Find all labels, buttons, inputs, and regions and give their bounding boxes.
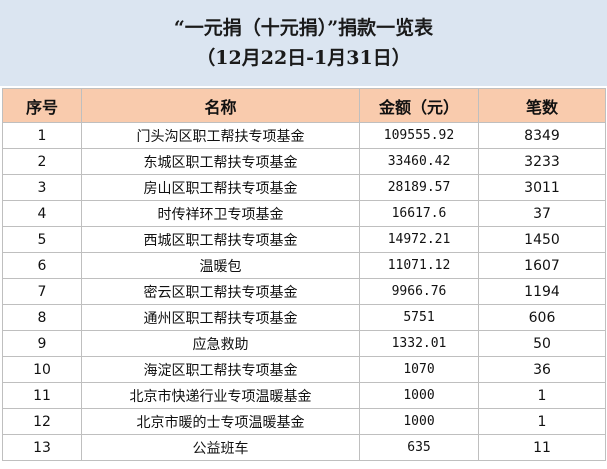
cell-name: 公益班车 (81, 434, 360, 461)
table-row: 9 应急救助 1332.01 50 (2, 330, 606, 357)
cell-count: 3233 (478, 148, 606, 175)
cell-name: 海淀区职工帮扶专项基金 (81, 356, 360, 383)
cell-index: 5 (2, 226, 82, 253)
table-row: 6 温暖包 11071.12 1607 (2, 252, 606, 279)
cell-index: 2 (2, 148, 82, 175)
cell-name: 北京市暖的士专项温暖基金 (81, 408, 360, 435)
cell-count: 1450 (478, 226, 606, 253)
cell-count: 1 (478, 382, 606, 409)
cell-name: 时传祥环卫专项基金 (81, 200, 360, 227)
cell-amount: 635 (359, 434, 479, 461)
table-row: 3 房山区职工帮扶专项基金 28189.57 3011 (2, 174, 606, 201)
cell-index: 3 (2, 174, 82, 201)
cell-amount: 16617.6 (359, 200, 479, 227)
table-row: 8 通州区职工帮扶专项基金 5751 606 (2, 304, 606, 331)
cell-name: 密云区职工帮扶专项基金 (81, 278, 360, 305)
header-amount[interactable]: 金额（元） (359, 88, 479, 123)
cell-count: 11 (478, 434, 606, 461)
cell-count: 37 (478, 200, 606, 227)
cell-name: 门头沟区职工帮扶专项基金 (81, 122, 360, 149)
cell-amount: 109555.92 (359, 122, 479, 149)
header-name[interactable]: 名称 (81, 88, 360, 123)
table-row: 13 公益班车 635 11 (2, 434, 606, 461)
header-index[interactable]: 序号 (2, 88, 82, 123)
table-row: 12 北京市暖的士专项温暖基金 1000 1 (2, 408, 606, 435)
cell-amount: 14972.21 (359, 226, 479, 253)
table-row: 10 海淀区职工帮扶专项基金 1070 36 (2, 356, 606, 383)
cell-count: 8349 (478, 122, 606, 149)
header-count[interactable]: 笔数 (478, 88, 606, 123)
cell-index: 13 (2, 434, 82, 461)
cell-amount: 1000 (359, 408, 479, 435)
cell-count: 1 (478, 408, 606, 435)
date-range-subtitle: （12月22日-1月31日） (196, 47, 411, 69)
header-row: 序号 名称 金额（元） 笔数 (2, 88, 606, 123)
cell-name: 温暖包 (81, 252, 360, 279)
title-banner: “一元捐（十元捐）”捐款一览表 （12月22日-1月31日） (0, 0, 607, 87)
cell-count: 36 (478, 356, 606, 383)
page-title: “一元捐（十元捐）”捐款一览表 (173, 17, 434, 39)
cell-name: 东城区职工帮扶专项基金 (81, 148, 360, 175)
cell-index: 8 (2, 304, 82, 331)
cell-count: 3011 (478, 174, 606, 201)
cell-amount: 1332.01 (359, 330, 479, 357)
cell-index: 7 (2, 278, 82, 305)
cell-amount: 1000 (359, 382, 479, 409)
table-row: 11 北京市快递行业专项温暖基金 1000 1 (2, 382, 606, 409)
table-row: 2 东城区职工帮扶专项基金 33460.42 3233 (2, 148, 606, 175)
cell-index: 9 (2, 330, 82, 357)
table-row: 4 时传祥环卫专项基金 16617.6 37 (2, 200, 606, 227)
cell-amount: 28189.57 (359, 174, 479, 201)
cell-amount: 11071.12 (359, 252, 479, 279)
cell-index: 1 (2, 122, 82, 149)
cell-index: 4 (2, 200, 82, 227)
cell-amount: 1070 (359, 356, 479, 383)
table-row: 5 西城区职工帮扶专项基金 14972.21 1450 (2, 226, 606, 253)
table-row: 1 门头沟区职工帮扶专项基金 109555.92 8349 (2, 122, 606, 149)
cell-index: 6 (2, 252, 82, 279)
cell-name: 通州区职工帮扶专项基金 (81, 304, 360, 331)
cell-count: 50 (478, 330, 606, 357)
cell-index: 11 (2, 382, 82, 409)
cell-count: 1607 (478, 252, 606, 279)
donation-table: 序号 名称 金额（元） 笔数 1 门头沟区职工帮扶专项基金 109555.92 … (2, 88, 606, 461)
cell-amount: 33460.42 (359, 148, 479, 175)
cell-name: 房山区职工帮扶专项基金 (81, 174, 360, 201)
cell-name: 西城区职工帮扶专项基金 (81, 226, 360, 253)
cell-index: 12 (2, 408, 82, 435)
cell-amount: 5751 (359, 304, 479, 331)
cell-index: 10 (2, 356, 82, 383)
table-row: 7 密云区职工帮扶专项基金 9966.76 1194 (2, 278, 606, 305)
cell-name: 应急救助 (81, 330, 360, 357)
cell-name: 北京市快递行业专项温暖基金 (81, 382, 360, 409)
cell-count: 1194 (478, 278, 606, 305)
cell-count: 606 (478, 304, 606, 331)
cell-amount: 9966.76 (359, 278, 479, 305)
